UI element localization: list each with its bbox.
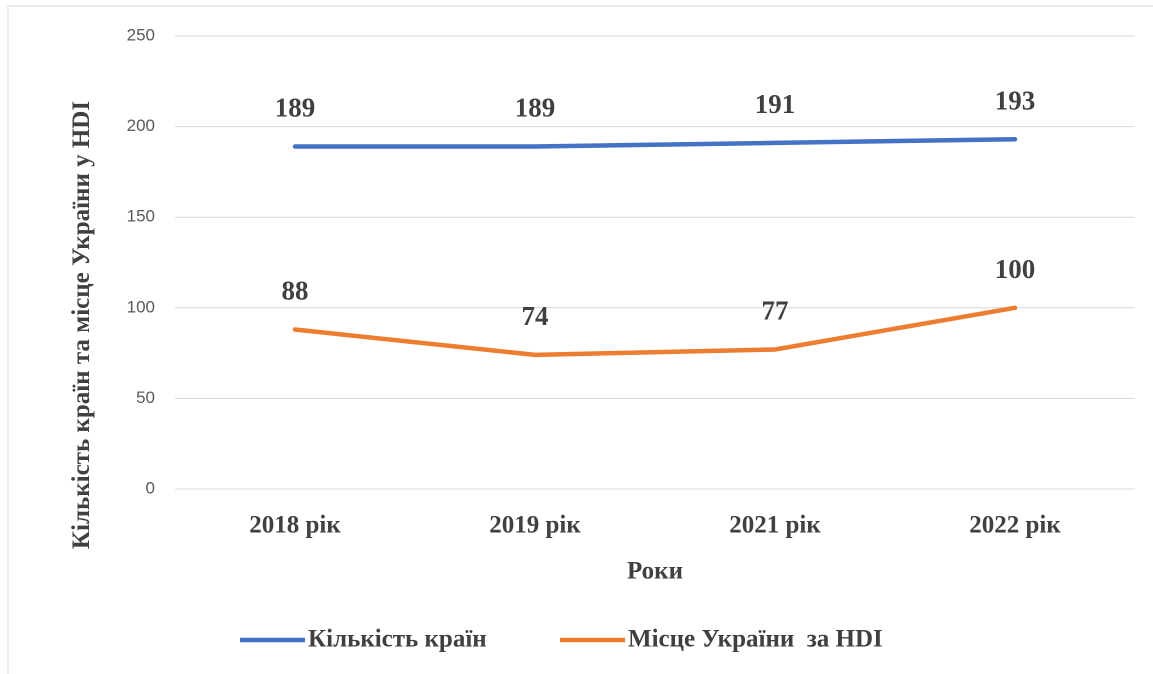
data-label: 100	[995, 254, 1036, 284]
x-tick-label: 2019 рік	[489, 512, 581, 539]
y-tick-label: 0	[146, 478, 155, 497]
data-label: 88	[282, 276, 309, 306]
chart-frame	[7, 5, 1153, 674]
legend-label: Місце України за HDI	[628, 626, 883, 653]
data-label: 189	[275, 93, 316, 123]
data-label: 191	[755, 89, 796, 119]
data-label: 74	[522, 301, 549, 331]
y-tick-label: 150	[127, 207, 155, 226]
data-label: 193	[995, 85, 1036, 115]
data-label: 77	[762, 296, 789, 326]
y-tick-label: 200	[127, 116, 155, 135]
y-tick-label: 100	[127, 297, 155, 316]
x-tick-label: 2018 рік	[249, 512, 341, 539]
x-tick-label: 2021 рік	[729, 512, 821, 539]
series-line	[292, 305, 1018, 358]
data-label: 189	[515, 93, 556, 123]
legend-label: Кількість країн	[308, 626, 487, 653]
y-tick-label: 50	[136, 388, 155, 407]
y-axis-title: Кількість країн та місце України у HDI	[68, 100, 95, 550]
y-tick-label: 250	[127, 25, 155, 44]
x-axis-title: Роки	[627, 558, 683, 585]
x-tick-label: 2022 рік	[969, 512, 1061, 539]
series-line	[292, 137, 1018, 149]
